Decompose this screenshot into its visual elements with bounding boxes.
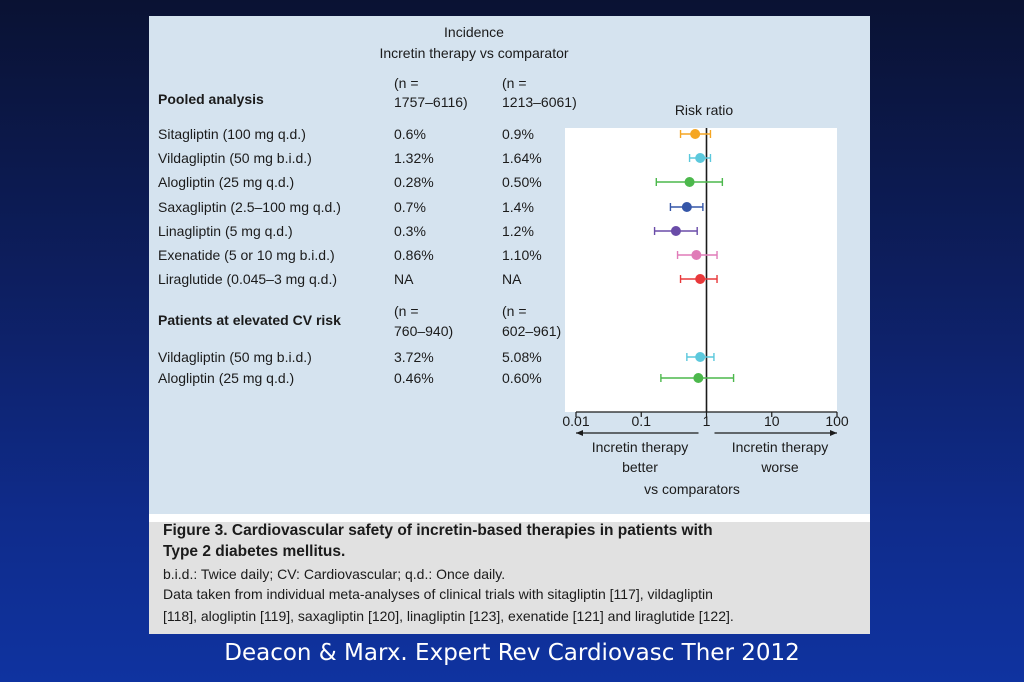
incretin-incidence: 3.72% xyxy=(394,349,434,365)
n-comparator-line1: (n = xyxy=(502,303,527,319)
caption-title-line2: Type 2 diabetes mellitus. xyxy=(163,543,346,560)
comparator-incidence: NA xyxy=(502,271,522,287)
direction-left-line1: Incretin therapy xyxy=(592,439,689,455)
point-estimate xyxy=(695,352,706,362)
point-estimate xyxy=(681,202,692,212)
direction-right-line1: Incretin therapy xyxy=(732,439,829,455)
arrow-right-head xyxy=(830,430,837,436)
drug-label: Linagliptin (5 mg q.d.) xyxy=(158,223,293,239)
forest-plot-svg: 0.01 0.1 1 10 100 Incretin therapy better Incre… xyxy=(562,128,849,497)
point-estimate xyxy=(695,153,706,163)
x-tick-label: 10 xyxy=(764,413,780,429)
incretin-incidence: 0.6% xyxy=(394,126,426,142)
n-comparator-line2: 602–961) xyxy=(502,323,562,339)
figure-caption: Figure 3. Cardiovascular safety of incre… xyxy=(149,514,870,634)
comparator-incidence: 0.60% xyxy=(502,370,542,386)
x-tick-label: 0.1 xyxy=(632,413,652,429)
x-tick-label: 1 xyxy=(703,413,711,429)
citation: Deacon & Marx. Expert Rev Cardiovasc The… xyxy=(224,640,800,666)
comparator-incidence: 1.2% xyxy=(502,223,534,239)
incidence-header: Incidence xyxy=(444,24,504,40)
drug-label: Vildagliptin (50 mg b.i.d.) xyxy=(158,349,312,365)
drug-label: Liraglutide (0.045–3 mg q.d.) xyxy=(158,271,337,287)
drug-label: Saxagliptin (2.5–100 mg q.d.) xyxy=(158,199,341,215)
section-title-cv-risk: Patients at elevated CV risk xyxy=(158,312,341,328)
comparator-incidence: 1.64% xyxy=(502,150,542,166)
incretin-incidence: 0.46% xyxy=(394,370,434,386)
drug-label: Sitagliptin (100 mg q.d.) xyxy=(158,126,306,142)
x-tick-label: 100 xyxy=(825,413,849,429)
chart-title: Risk ratio xyxy=(674,102,734,118)
caption-abbreviations: b.i.d.: Twice daily; CV: Cardiovascular;… xyxy=(163,566,506,582)
n-incretin-line2: 1757–6116) xyxy=(394,94,468,110)
drug-label: Alogliptin (25 mg q.d.) xyxy=(158,370,295,386)
incretin-incidence: 1.32% xyxy=(394,150,434,166)
plot-area xyxy=(565,128,837,412)
point-estimate xyxy=(695,274,706,284)
drug-label: Vildagliptin (50 mg b.i.d.) xyxy=(158,150,312,166)
caption-source-line2: [118], alogliptin [119], saxagliptin [12… xyxy=(163,608,734,624)
point-estimate xyxy=(691,250,702,260)
caption-source-line1: Data taken from individual meta-analyses… xyxy=(163,586,713,602)
comparator-incidence: 0.9% xyxy=(502,126,534,142)
point-estimate xyxy=(684,177,695,187)
caption-title-line1: Figure 3. Cardiovascular safety of incre… xyxy=(163,522,713,539)
point-estimate xyxy=(670,226,681,236)
incretin-incidence: 0.28% xyxy=(394,174,434,190)
drug-label: Exenatide (5 or 10 mg b.i.d.) xyxy=(158,247,335,263)
comparator-incidence: 5.08% xyxy=(502,349,542,365)
arrow-left-head xyxy=(576,430,583,436)
incretin-incidence: NA xyxy=(394,271,414,287)
n-incretin-line1: (n = xyxy=(394,303,419,319)
comparator-incidence: 0.50% xyxy=(502,174,542,190)
section-title-pooled: Pooled analysis xyxy=(158,91,264,107)
incretin-incidence: 0.3% xyxy=(394,223,426,239)
incretin-incidence: 0.86% xyxy=(394,247,434,263)
direction-left-line2: better xyxy=(622,459,658,475)
forest-plot-figure: Incidence Incretin therapy vs comparator… xyxy=(149,16,870,634)
incidence-subheader: Incretin therapy vs comparator xyxy=(379,45,569,61)
point-estimate xyxy=(693,373,704,383)
x-tick-label: 0.01 xyxy=(562,413,589,429)
direction-right-line2: worse xyxy=(760,459,799,475)
n-comparator-line1: (n = xyxy=(502,75,527,91)
caption-divider xyxy=(149,514,870,522)
n-incretin-line1: (n = xyxy=(394,75,419,91)
point-estimate xyxy=(690,129,701,139)
n-incretin-line2: 760–940) xyxy=(394,323,454,339)
drug-label: Alogliptin (25 mg q.d.) xyxy=(158,174,295,190)
comparator-incidence: 1.4% xyxy=(502,199,534,215)
incretin-incidence: 0.7% xyxy=(394,199,426,215)
direction-bottom-label: vs comparators xyxy=(644,481,740,497)
comparator-incidence: 1.10% xyxy=(502,247,542,263)
n-comparator-line2: 1213–6061) xyxy=(502,94,577,110)
